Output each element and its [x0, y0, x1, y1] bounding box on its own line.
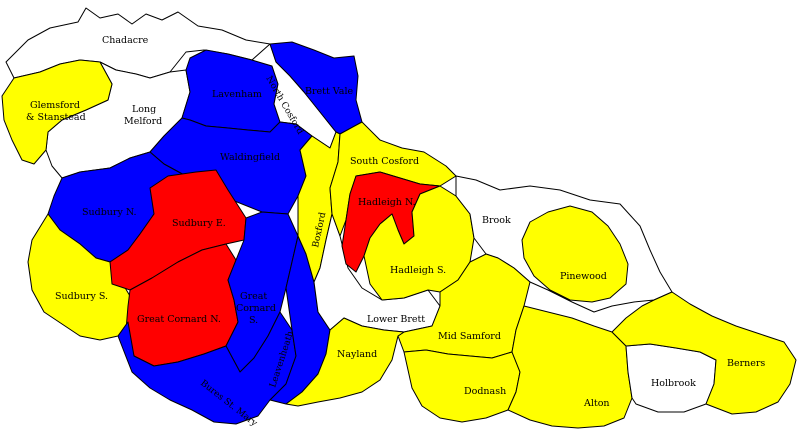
- label-sudbury-e: Sudbury E.: [172, 218, 226, 229]
- label-sudbury-s: Sudbury S.: [55, 291, 108, 302]
- label-long-melford-2: Melford: [124, 116, 162, 127]
- label-glemsford-1: Glemsford: [30, 100, 80, 111]
- label-pinewood: Pinewood: [560, 271, 607, 282]
- label-alton: Alton: [583, 398, 610, 409]
- label-south-cosford: South Cosford: [350, 156, 419, 167]
- label-glemsford-2: & Stanstead: [26, 112, 86, 123]
- label-great-cornard-s-1: Great: [240, 291, 267, 302]
- label-waldingfield: Waldingfield: [220, 152, 280, 163]
- label-long-melford-1: Long: [132, 104, 156, 115]
- ward-alton[interactable]: [507, 305, 633, 429]
- label-brook: Brook: [482, 215, 511, 226]
- ward-pinewood[interactable]: [521, 205, 629, 303]
- label-dodnash: Dodnash: [464, 386, 506, 397]
- label-hadleigh-n: Hadleigh N.: [358, 197, 416, 208]
- ward-nayland[interactable]: [285, 317, 405, 407]
- label-holbrook: Holbrook: [651, 378, 696, 389]
- label-brett-vale: Brett Vale: [305, 86, 353, 97]
- label-great-cornard-s-3: S.: [249, 315, 258, 326]
- label-great-cornard-s-2: Cornard: [236, 303, 276, 314]
- ward-berners[interactable]: [611, 291, 797, 415]
- label-chadacre: Chadacre: [102, 35, 149, 46]
- label-lower-brett: Lower Brett: [367, 314, 425, 325]
- label-berners: Berners: [727, 358, 765, 369]
- label-mid-samford: Mid Samford: [438, 331, 501, 342]
- label-great-cornard-n: Great Cornard N.: [137, 314, 221, 325]
- ward-glemsford[interactable]: [1, 59, 113, 165]
- label-sudbury-n: Sudbury N.: [82, 207, 137, 218]
- label-hadleigh-s: Hadleigh S.: [390, 265, 446, 276]
- label-nayland: Nayland: [337, 349, 377, 360]
- label-lavenham: Lavenham: [212, 89, 262, 100]
